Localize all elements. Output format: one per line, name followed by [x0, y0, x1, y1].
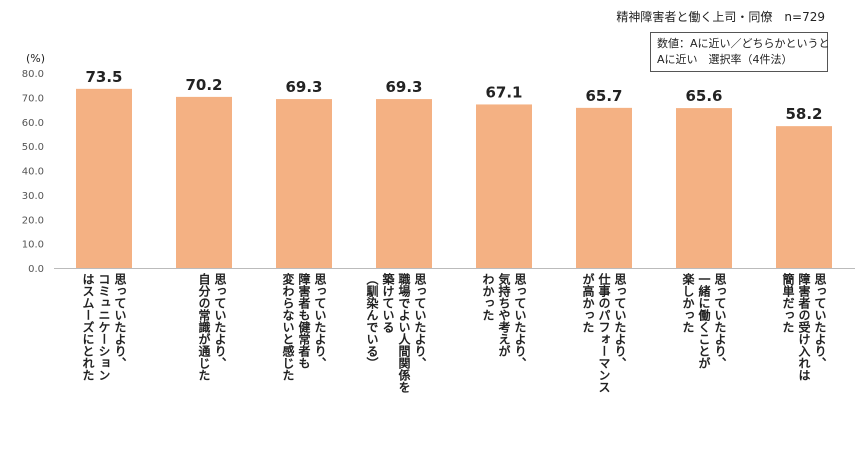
y-tick-label: 20.0 — [22, 215, 44, 226]
bar-value-label: 70.2 — [185, 76, 222, 94]
bar-value-label: 65.7 — [585, 87, 622, 105]
chart-subtitle: 精神障害者と働く上司・同僚 n=729 — [616, 10, 825, 24]
category-label: 思っていたより、 仕事のパフォーマンス が高かった — [581, 273, 627, 393]
bar — [276, 99, 332, 268]
bar-value-label: 69.3 — [385, 78, 422, 96]
bar-value-label: 69.3 — [285, 78, 322, 96]
note-box: 数値：Aに近い／どちらかというと Aに近い 選択率（4件法） — [650, 32, 830, 72]
y-tick-label: 80.0 — [22, 69, 44, 80]
bar — [176, 96, 232, 268]
bar — [776, 126, 832, 268]
bar — [676, 108, 732, 268]
y-tick-label: 40.0 — [22, 167, 44, 178]
y-tick-label: 30.0 — [22, 191, 44, 202]
category-label: 思っていたより、 障害者も健常者も 変わらないと感じた — [281, 273, 327, 381]
bar-value-label: 65.6 — [685, 87, 722, 105]
y-tick-label: 10.0 — [22, 240, 44, 251]
category-label: 思っていたより、 一緒に働くことが 楽しかった — [681, 273, 727, 369]
note-line-2: Aに近い 選択率（4件法） — [657, 53, 793, 66]
y-tick-label: 0.0 — [28, 264, 44, 275]
note-line-1: 数値：Aに近い／どちらかというと — [657, 37, 830, 50]
y-axis-unit: (%) — [26, 52, 46, 65]
y-tick-label: 50.0 — [22, 142, 44, 153]
category-label: 思っていたより、 コミュニケーション はスムーズにとれた — [81, 273, 127, 381]
bar-value-label: 67.1 — [485, 83, 522, 101]
bar-value-label: 73.5 — [85, 68, 122, 86]
y-tick-label: 60.0 — [22, 118, 44, 129]
bar-value-label: 58.2 — [785, 105, 822, 123]
category-label: 思っていたより、 気持ちや考えが わかった — [481, 273, 527, 369]
y-tick-label: 70.0 — [22, 93, 44, 104]
bar — [576, 107, 632, 268]
bar — [376, 99, 432, 268]
bar — [476, 104, 532, 268]
bar — [76, 88, 132, 268]
category-label: 思っていたより、 職場でよい人間関係を 築けている （馴染んでいる） — [365, 273, 427, 393]
category-label: 思っていたより、 障害者の受け入れは 簡単だった — [781, 273, 827, 381]
category-label: 思っていたより、 自分の常識が通じた — [197, 273, 227, 381]
